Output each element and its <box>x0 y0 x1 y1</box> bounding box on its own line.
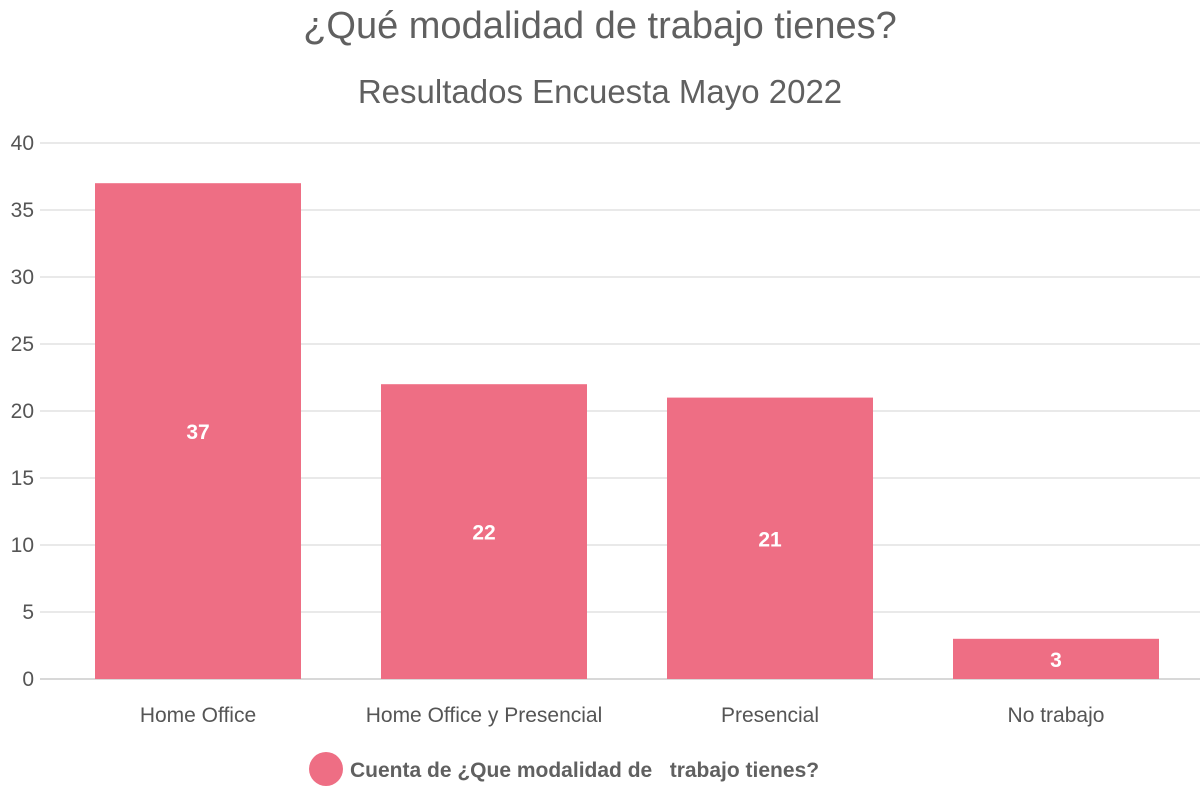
x-category-label: No trabajo <box>1008 704 1105 727</box>
x-category-label: Presencial <box>721 704 819 727</box>
bar[interactable] <box>667 397 873 679</box>
y-tick-label: 35 <box>11 199 34 222</box>
bars <box>95 183 1159 679</box>
x-category-label: Home Office <box>140 704 256 727</box>
y-tick-label: 10 <box>11 534 34 557</box>
chart-subtitle: Resultados Encuesta Mayo 2022 <box>358 73 842 110</box>
data-label: 3 <box>1050 649 1062 672</box>
y-tick-label: 15 <box>11 467 34 490</box>
legend-swatch-icon[interactable] <box>309 752 343 786</box>
y-tick-label: 40 <box>11 132 34 155</box>
x-category-label: Home Office y Presencial <box>366 704 603 727</box>
bar[interactable] <box>381 384 587 679</box>
data-labels: 37 22 21 3 <box>186 421 1062 672</box>
chart-title: ¿Qué modalidad de trabajo tienes? <box>303 5 897 47</box>
y-tick-label: 5 <box>22 601 34 624</box>
bar[interactable] <box>95 183 301 679</box>
y-axis: 0 5 10 15 20 25 30 35 40 <box>11 132 34 691</box>
y-tick-label: 0 <box>22 668 34 691</box>
bar[interactable] <box>953 638 1159 679</box>
legend-label[interactable]: Cuenta de ¿Que modalidad de trabajo tien… <box>350 759 819 782</box>
y-tick-label: 20 <box>11 400 34 423</box>
data-label: 21 <box>758 528 782 551</box>
y-tick-label: 25 <box>11 333 34 356</box>
y-tick-label: 30 <box>11 266 34 289</box>
data-label: 37 <box>186 421 209 444</box>
data-label: 22 <box>472 522 495 545</box>
legend[interactable]: Cuenta de ¿Que modalidad de trabajo tien… <box>309 752 819 786</box>
x-axis: Home Office Home Office y Presencial Prese… <box>140 704 1105 727</box>
